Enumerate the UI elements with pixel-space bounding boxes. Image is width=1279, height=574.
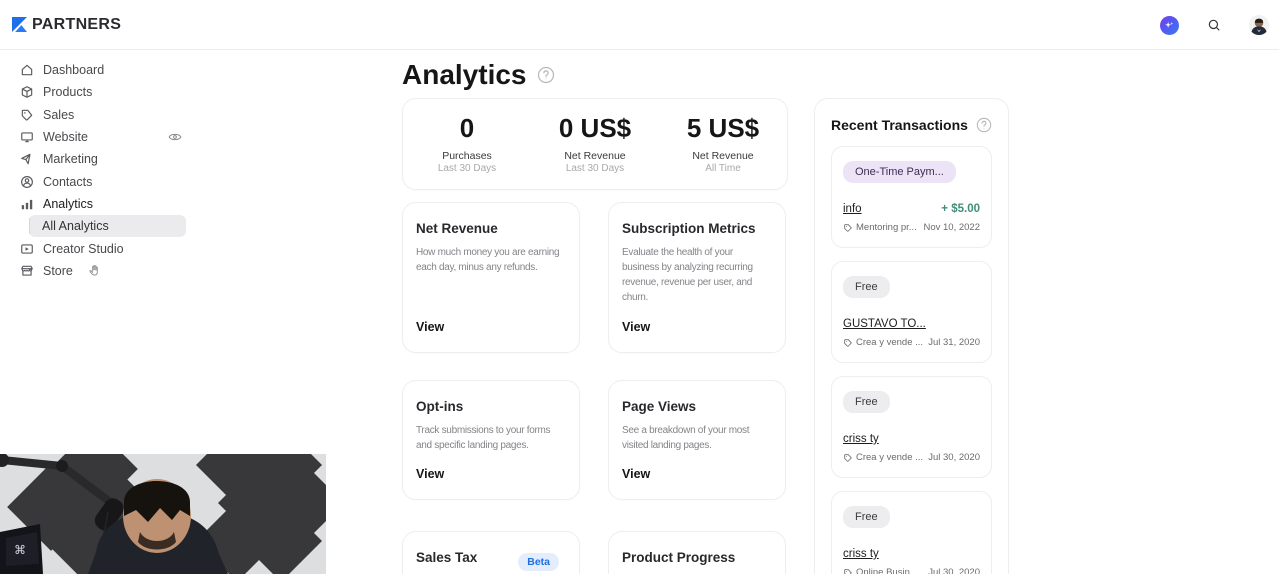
svg-text:⌘: ⌘ — [14, 543, 26, 557]
